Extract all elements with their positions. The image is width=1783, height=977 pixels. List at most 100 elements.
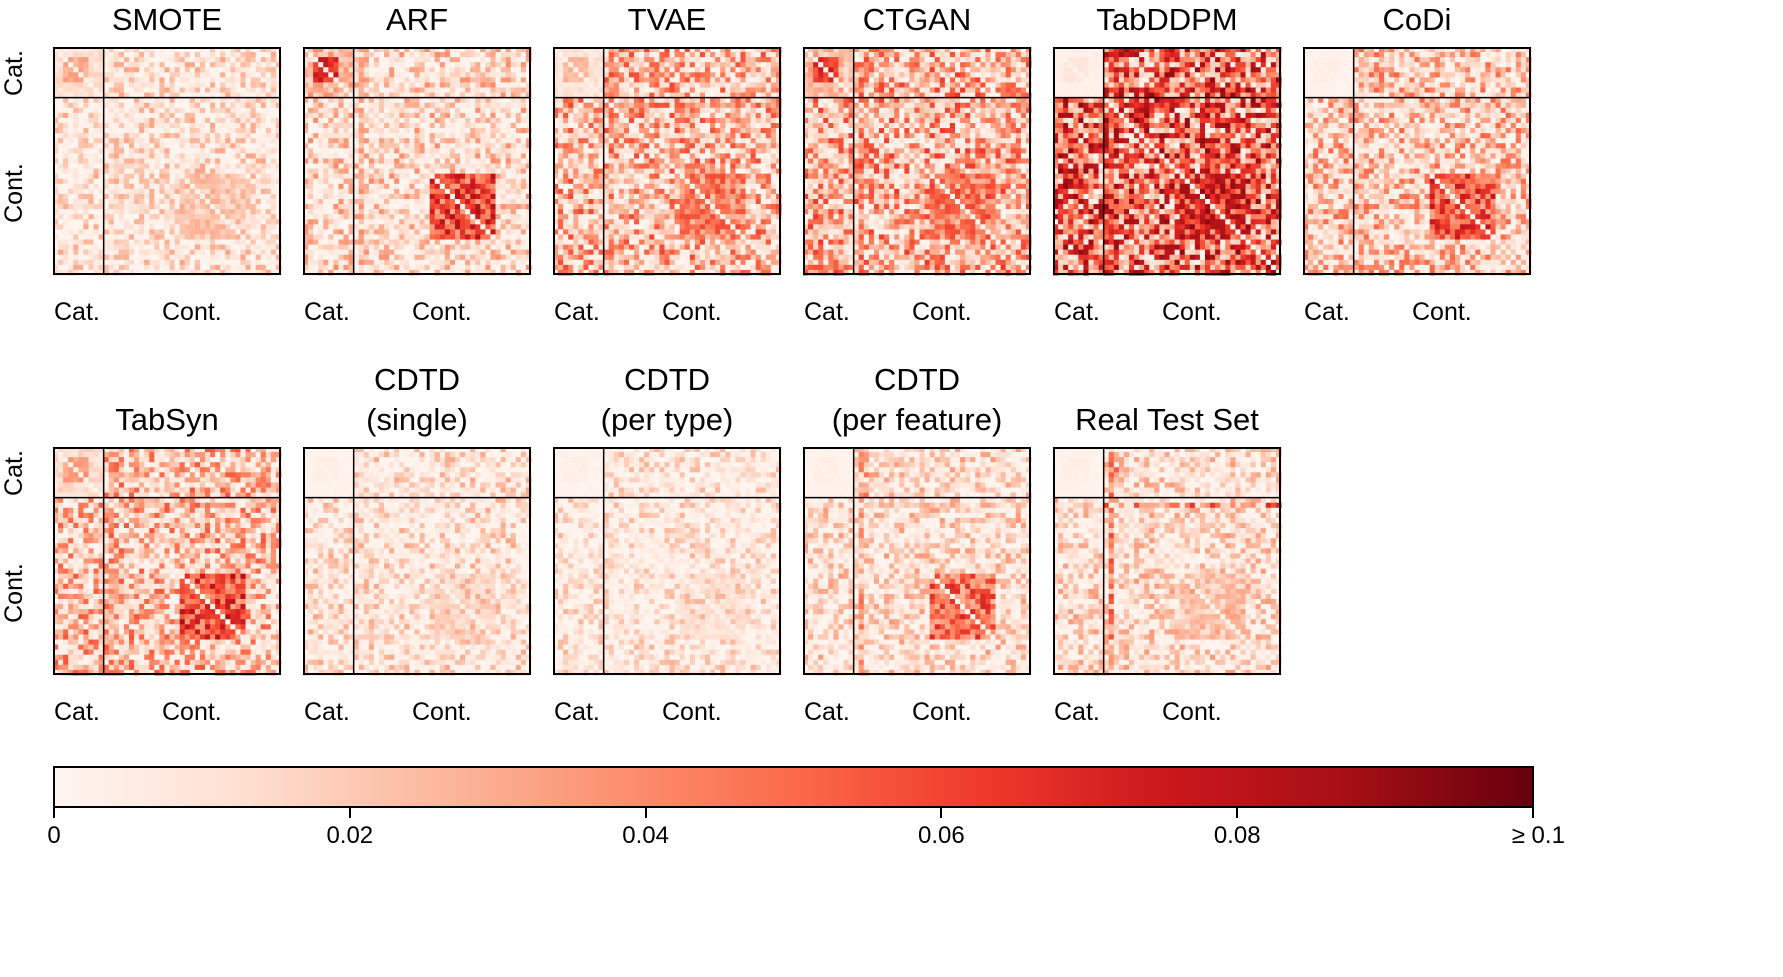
heatmap-cell — [245, 97, 252, 104]
heatmap-cell — [409, 92, 416, 99]
heatmap-cell — [235, 244, 242, 251]
heatmap-cell — [399, 158, 405, 165]
heatmap-cell — [78, 239, 84, 246]
heatmap-cell — [220, 77, 226, 84]
heatmap-cell — [328, 224, 334, 230]
heatmap-cell — [255, 117, 262, 124]
heatmap-cell — [144, 52, 150, 58]
heatmap-cell — [103, 214, 110, 220]
heatmap-cell — [414, 117, 421, 124]
heatmap-cell — [184, 82, 191, 89]
heatmap-cell — [470, 138, 476, 144]
heatmap-cell — [154, 87, 160, 94]
heatmap-cell — [68, 239, 74, 246]
heatmap-cell — [98, 264, 105, 271]
heatmap-cell — [328, 153, 334, 160]
heatmap-cell — [93, 183, 100, 190]
heatmap-cell — [205, 82, 211, 89]
heatmap-cell — [505, 249, 512, 256]
heatmap-cell — [118, 128, 125, 134]
heatmap-cell — [343, 67, 350, 73]
heatmap-cell — [618, 133, 625, 139]
heatmap-cell — [174, 193, 181, 200]
heatmap-cell — [220, 47, 226, 53]
heatmap-cell — [568, 47, 574, 53]
heatmap-cell — [558, 128, 564, 134]
heatmap-cell — [520, 269, 527, 276]
heatmap-cell — [235, 128, 242, 134]
heatmap-cell — [63, 102, 69, 109]
heatmap-cell — [358, 163, 365, 170]
heatmap-cell — [598, 133, 605, 139]
heatmap-cell — [73, 123, 79, 129]
heatmap-cell — [134, 117, 140, 124]
heatmap-cell — [199, 92, 206, 99]
heatmap-cell — [328, 82, 334, 89]
heatmap-cell — [88, 259, 95, 266]
heatmap-cell — [144, 244, 150, 251]
heatmap-cell — [353, 214, 360, 220]
heatmap-cell — [699, 102, 706, 109]
heatmap-cell — [525, 128, 532, 134]
heatmap-cell — [558, 102, 564, 109]
heatmap-cell — [230, 72, 236, 78]
heatmap-cell — [149, 67, 155, 73]
heatmap-cell — [154, 97, 160, 104]
heatmap-cell — [404, 62, 410, 68]
heatmap-cell — [674, 107, 681, 114]
heatmap-cell — [429, 143, 436, 149]
heatmap-cell — [255, 97, 262, 104]
heatmap-cell — [699, 107, 706, 114]
heatmap-cell — [240, 123, 247, 129]
heatmap-cell — [389, 244, 395, 251]
heatmap-cell — [353, 112, 360, 119]
heatmap-cell — [139, 138, 145, 144]
heatmap-cell — [725, 57, 731, 63]
heatmap-cell — [318, 259, 324, 266]
heatmap-cell — [379, 244, 385, 251]
heatmap-cell — [184, 259, 191, 266]
heatmap-cell — [710, 102, 716, 109]
heatmap-cell — [108, 148, 115, 154]
heatmap-cell — [755, 102, 762, 109]
heatmap-cell — [465, 224, 471, 230]
heatmap-cell — [129, 244, 135, 251]
heatmap-cell — [194, 153, 201, 160]
heatmap-cell — [144, 158, 150, 165]
heatmap-cell — [510, 82, 517, 89]
heatmap-cell — [558, 67, 564, 73]
heatmap-cell — [409, 138, 416, 144]
heatmap-cell — [419, 47, 426, 53]
heatmap-cell — [639, 52, 645, 58]
heatmap-cell — [255, 128, 262, 134]
heatmap-cell — [83, 57, 90, 63]
heatmap-cell — [510, 77, 517, 84]
heatmap-cell — [429, 224, 436, 230]
heatmap-cell — [205, 224, 211, 230]
heatmap-cell — [313, 229, 319, 236]
heatmap-cell — [83, 128, 90, 134]
heatmap-cell — [760, 102, 767, 109]
heatmap-cell — [679, 143, 686, 149]
heatmap-cell — [230, 193, 236, 200]
heatmap-cell — [348, 72, 355, 78]
heatmap-cell — [205, 163, 211, 170]
heatmap-cell — [78, 112, 84, 119]
heatmap-cell — [169, 133, 176, 139]
heatmap-cell — [265, 57, 272, 63]
heatmap-cell — [194, 173, 201, 180]
heatmap-cell — [179, 193, 186, 200]
heatmap-cell — [164, 209, 171, 215]
heatmap-cell — [78, 209, 84, 215]
heatmap-cell — [323, 77, 329, 84]
heatmap-cell — [649, 117, 655, 124]
heatmap-cell — [313, 123, 319, 129]
heatmap-cell — [323, 107, 329, 114]
heatmap-cell — [480, 97, 486, 104]
heatmap-cell — [740, 133, 747, 139]
heatmap-cell — [245, 178, 252, 185]
heatmap-cell — [88, 229, 95, 236]
heatmap-cell — [169, 264, 176, 271]
heatmap-cell — [480, 77, 486, 84]
heatmap-cell — [255, 183, 262, 190]
